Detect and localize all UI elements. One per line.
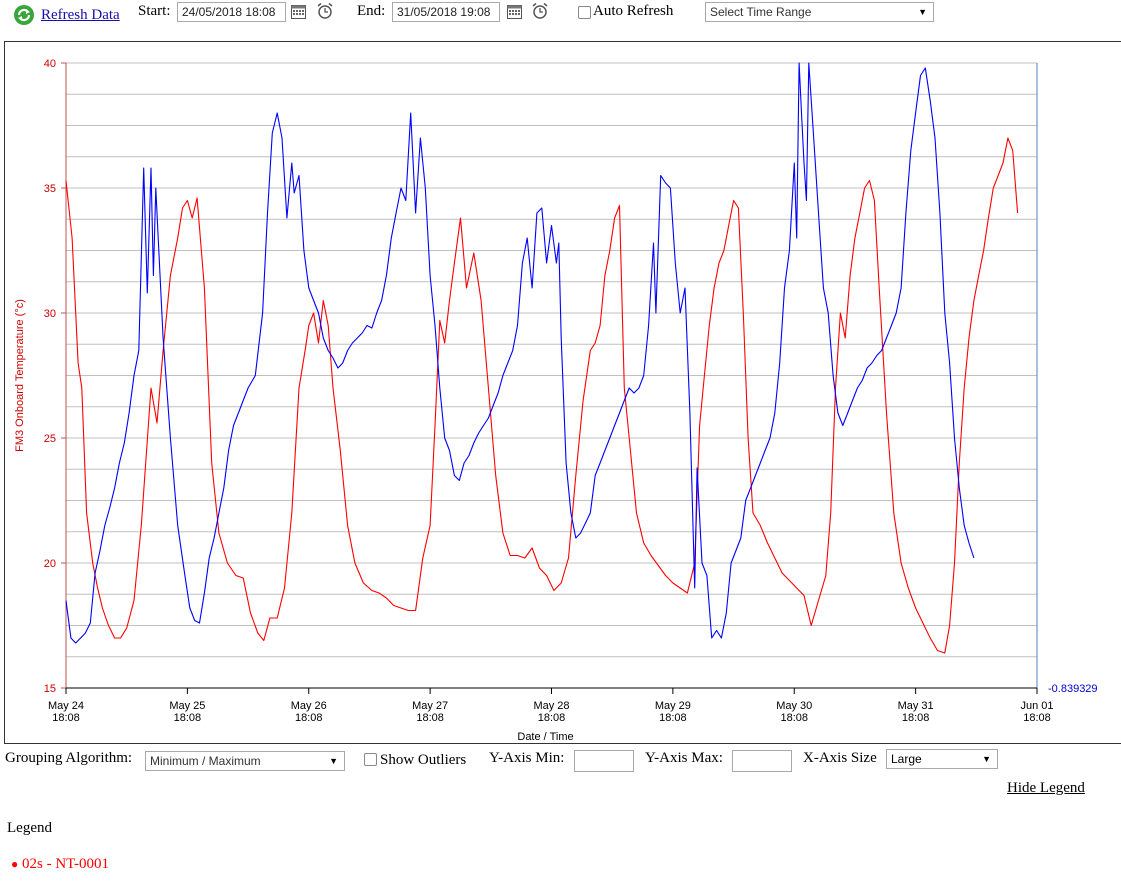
grouping-algorithm-label: Grouping Algorithm: xyxy=(5,750,133,766)
y-tick-label: 30 xyxy=(44,308,56,320)
show-outliers-checkbox[interactable] xyxy=(364,753,377,766)
series-line-1 xyxy=(65,137,1019,654)
x-tick-label: May 29 xyxy=(655,700,691,712)
alarm-clock-icon[interactable] xyxy=(316,2,334,25)
x-tick-label: Jun 01 xyxy=(1020,700,1053,712)
grouping-algorithm-select[interactable]: Minimum / Maximum ▼ xyxy=(145,751,345,771)
legend-title: Legend xyxy=(7,820,52,836)
y-axis-min-input[interactable] xyxy=(574,750,634,772)
y-tick-label: 15 xyxy=(44,683,56,695)
show-outliers-label: Show Outliers xyxy=(380,752,467,768)
refresh-data-link[interactable]: Refresh Data xyxy=(41,7,120,23)
end-date-input[interactable]: 31/05/2018 19:08 xyxy=(392,2,500,22)
right-axis-tick-label: -0.839329 xyxy=(1048,683,1098,695)
y-tick-label: 40 xyxy=(44,58,56,70)
legend-dot-icon: ● xyxy=(11,857,19,871)
start-label: Start: xyxy=(138,3,171,19)
x-tick-label: May 26 xyxy=(291,700,327,712)
x-tick-label: 18:08 xyxy=(902,712,930,724)
x-tick-label: May 30 xyxy=(776,700,812,712)
x-tick-label: May 27 xyxy=(412,700,448,712)
y-axis-min-label: Y-Axis Min: xyxy=(489,750,565,766)
x-axis-size-value: Large xyxy=(891,752,922,766)
y-axis-title: FM3 Onboard Temperature (°c) xyxy=(14,299,26,452)
y-axis-max-label: Y-Axis Max: xyxy=(645,750,723,766)
series-line-2 xyxy=(65,62,975,644)
chevron-down-icon: ▼ xyxy=(329,756,338,766)
grouping-algorithm-value: Minimum / Maximum xyxy=(150,754,261,768)
chevron-down-icon: ▼ xyxy=(918,7,927,17)
x-tick-label: 18:08 xyxy=(659,712,687,724)
calendar-icon[interactable] xyxy=(291,5,306,24)
time-range-value: Select Time Range xyxy=(710,5,812,19)
y-axis-max-input[interactable] xyxy=(732,750,792,772)
legend-item-label: 02s - NT-0001 xyxy=(22,856,109,872)
hide-legend-link[interactable]: Hide Legend xyxy=(1007,780,1085,796)
auto-refresh-checkbox[interactable] xyxy=(578,6,591,19)
chart-frame xyxy=(4,41,1121,744)
calendar-icon[interactable] xyxy=(507,5,522,24)
x-tick-label: May 31 xyxy=(898,700,934,712)
alarm-clock-icon[interactable] xyxy=(531,2,549,25)
x-tick-label: May 25 xyxy=(169,700,205,712)
x-axis-size-label: X-Axis Size xyxy=(803,750,877,766)
chevron-down-icon: ▼ xyxy=(982,754,991,764)
x-tick-label: 18:08 xyxy=(416,712,444,724)
x-tick-label: 18:08 xyxy=(174,712,202,724)
x-tick-label: 18:08 xyxy=(52,712,80,724)
time-range-select[interactable]: Select Time Range ▼ xyxy=(705,2,934,22)
x-axis-size-select[interactable]: Large ▼ xyxy=(886,749,998,769)
legend-item[interactable]: ● 02s - NT-0001 xyxy=(11,856,109,873)
x-tick-label: 18:08 xyxy=(538,712,566,724)
x-axis-title: Date / Time xyxy=(517,731,573,743)
x-tick-label: 18:08 xyxy=(295,712,323,724)
x-tick-label: May 28 xyxy=(533,700,569,712)
refresh-icon[interactable] xyxy=(13,4,35,26)
y-tick-label: 20 xyxy=(44,558,56,570)
x-tick-label: 18:08 xyxy=(1023,712,1051,724)
auto-refresh-label: Auto Refresh xyxy=(593,3,674,19)
end-label: End: xyxy=(357,3,386,19)
start-date-input[interactable]: 24/05/2018 18:08 xyxy=(177,2,286,22)
y-tick-label: 25 xyxy=(44,433,56,445)
y-tick-label: 35 xyxy=(44,183,56,195)
x-tick-label: May 24 xyxy=(48,700,84,712)
x-tick-label: 18:08 xyxy=(780,712,808,724)
